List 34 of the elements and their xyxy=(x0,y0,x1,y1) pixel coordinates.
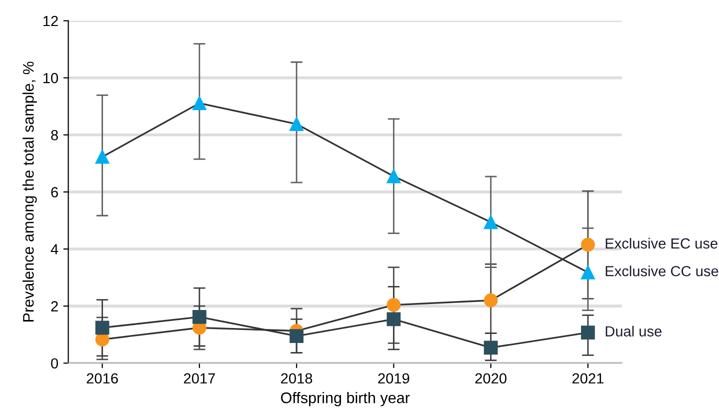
y-tick-label: 0 xyxy=(51,358,58,369)
point xyxy=(386,298,401,312)
y-tick-label: 8 xyxy=(51,130,58,140)
point xyxy=(386,169,401,184)
point xyxy=(580,238,595,252)
series-label: Exclusive CC use xyxy=(606,266,718,276)
y-tick-label: 12 xyxy=(43,16,58,26)
x-tick-label: 2018 xyxy=(281,373,312,384)
y-tick-label: 6 xyxy=(51,187,58,198)
y-tick-label: 10 xyxy=(43,72,58,84)
y-tick-label: 4 xyxy=(50,244,58,254)
point xyxy=(192,96,206,110)
y-tick-label: 2 xyxy=(51,301,58,312)
point xyxy=(192,310,206,324)
point xyxy=(290,117,304,131)
x-tick-label: 2020 xyxy=(475,373,506,384)
series-label: Exclusive EC use xyxy=(606,238,718,249)
point xyxy=(484,215,498,230)
x-tick-label: 2016 xyxy=(86,373,118,384)
point xyxy=(580,326,595,340)
x-axis-title: Offspring birth year xyxy=(281,392,410,406)
point xyxy=(580,265,595,280)
point xyxy=(95,332,110,346)
point xyxy=(95,150,110,164)
point xyxy=(386,312,401,326)
point xyxy=(95,320,110,335)
point xyxy=(484,293,498,308)
point xyxy=(290,329,304,343)
x-tick-label: 2019 xyxy=(378,373,410,384)
series-label: Dual use xyxy=(606,326,662,337)
y-axis-title: Prevalence among the total sample, % xyxy=(22,62,37,322)
point xyxy=(484,340,498,355)
x-tick-label: 2017 xyxy=(184,373,215,384)
x-tick-label: 2021 xyxy=(572,373,604,384)
